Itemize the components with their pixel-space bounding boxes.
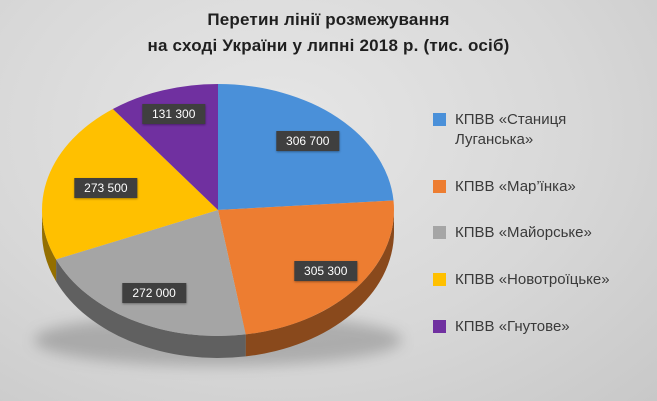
legend-swatch-blue <box>433 113 446 126</box>
data-label-maiorske: 272 000 <box>122 282 186 303</box>
legend-item-hnutove: КПВВ «Гнутове» <box>433 317 638 337</box>
data-label-stanytsia: 306 700 <box>276 130 340 151</box>
pie-slice-side <box>42 210 57 282</box>
legend-item-maiorske: КПВВ «Майорське» <box>433 223 638 243</box>
data-label-marinka: 305 300 <box>294 260 358 281</box>
pie-slice <box>56 210 246 337</box>
legend-swatch-yellow <box>433 273 446 287</box>
legend-swatch-purple <box>433 319 446 333</box>
chart-title-line2: на сході України у липні 2018 р. (тис. о… <box>147 35 510 55</box>
legend-label: КПВВ «Гнутове» <box>455 317 570 335</box>
legend-label: КПВВ «Новотроїцьке» <box>455 271 610 289</box>
legend-label: КПВВ «Станиця Луганська» <box>455 111 567 148</box>
legend-label: КПВВ «Майорське» <box>455 224 592 242</box>
legend-item-novotroitske: КПВВ «Новотроїцьке» <box>433 270 638 290</box>
legend-swatch-gray <box>433 226 446 240</box>
data-label-novotroitske: 273 500 <box>74 178 138 199</box>
legend-item-marinka: КПВВ «Мар’їнка» <box>433 177 638 197</box>
chart-title: Перетин лінії розмежування на сході Укра… <box>0 7 657 58</box>
legend-swatch-orange <box>433 179 446 193</box>
pie-slice-side <box>56 259 246 358</box>
legend-label: КПВВ «Мар’їнка» <box>455 177 576 195</box>
pie-slice-side <box>245 210 395 357</box>
data-label-hnutove: 131 300 <box>141 104 206 125</box>
chart-title-line1: Перетин лінії розмежування <box>207 10 450 29</box>
legend: КПВВ «Станиця Луганська» КПВВ «Мар’їнка»… <box>433 110 638 337</box>
legend-item-stanytsia: КПВВ «Станиця Луганська» <box>433 110 638 150</box>
